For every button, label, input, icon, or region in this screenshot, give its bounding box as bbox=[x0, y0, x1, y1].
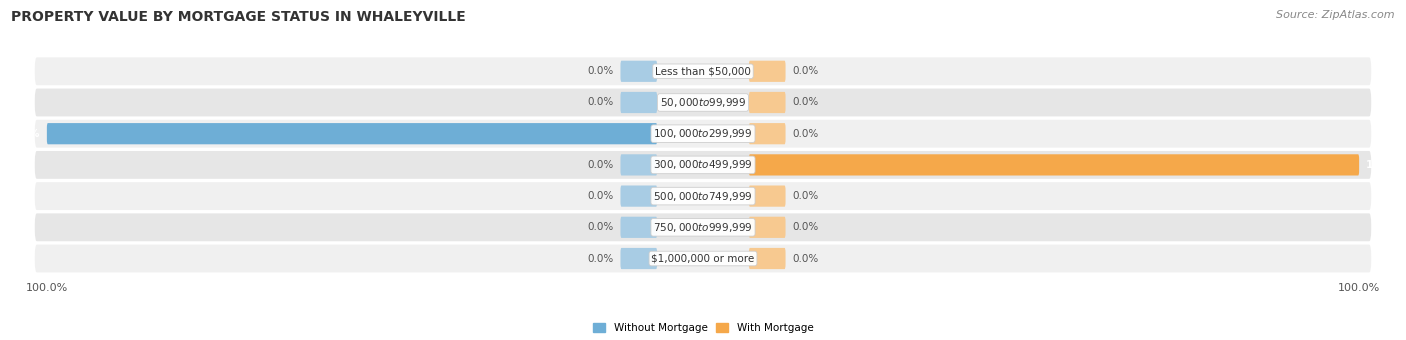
FancyBboxPatch shape bbox=[620, 217, 657, 238]
Text: $100,000 to $299,999: $100,000 to $299,999 bbox=[654, 127, 752, 140]
FancyBboxPatch shape bbox=[34, 87, 1372, 117]
Legend: Without Mortgage, With Mortgage: Without Mortgage, With Mortgage bbox=[589, 319, 817, 337]
Text: 0.0%: 0.0% bbox=[792, 191, 818, 201]
Text: $1,000,000 or more: $1,000,000 or more bbox=[651, 254, 755, 264]
Text: 0.0%: 0.0% bbox=[792, 129, 818, 139]
Text: $50,000 to $99,999: $50,000 to $99,999 bbox=[659, 96, 747, 109]
FancyBboxPatch shape bbox=[620, 92, 657, 113]
FancyBboxPatch shape bbox=[34, 243, 1372, 273]
FancyBboxPatch shape bbox=[34, 56, 1372, 86]
Text: $300,000 to $499,999: $300,000 to $499,999 bbox=[654, 158, 752, 171]
Text: 0.0%: 0.0% bbox=[792, 254, 818, 264]
FancyBboxPatch shape bbox=[749, 61, 786, 82]
FancyBboxPatch shape bbox=[34, 119, 1372, 149]
FancyBboxPatch shape bbox=[34, 150, 1372, 180]
Text: Less than $50,000: Less than $50,000 bbox=[655, 66, 751, 76]
Text: 0.0%: 0.0% bbox=[588, 254, 614, 264]
FancyBboxPatch shape bbox=[46, 123, 657, 144]
FancyBboxPatch shape bbox=[34, 212, 1372, 242]
Text: 0.0%: 0.0% bbox=[588, 160, 614, 170]
Text: 0.0%: 0.0% bbox=[588, 98, 614, 107]
Text: 0.0%: 0.0% bbox=[792, 222, 818, 232]
Text: 0.0%: 0.0% bbox=[792, 98, 818, 107]
Text: 0.0%: 0.0% bbox=[588, 222, 614, 232]
FancyBboxPatch shape bbox=[34, 181, 1372, 211]
Text: Source: ZipAtlas.com: Source: ZipAtlas.com bbox=[1277, 10, 1395, 20]
FancyBboxPatch shape bbox=[749, 92, 786, 113]
FancyBboxPatch shape bbox=[620, 186, 657, 207]
FancyBboxPatch shape bbox=[620, 248, 657, 269]
Text: 100.0%: 100.0% bbox=[0, 129, 41, 139]
Text: PROPERTY VALUE BY MORTGAGE STATUS IN WHALEYVILLE: PROPERTY VALUE BY MORTGAGE STATUS IN WHA… bbox=[11, 10, 465, 24]
FancyBboxPatch shape bbox=[749, 186, 786, 207]
Text: 0.0%: 0.0% bbox=[588, 66, 614, 76]
Text: 100.0%: 100.0% bbox=[1365, 160, 1406, 170]
FancyBboxPatch shape bbox=[749, 123, 786, 144]
Text: 0.0%: 0.0% bbox=[588, 191, 614, 201]
Text: $750,000 to $999,999: $750,000 to $999,999 bbox=[654, 221, 752, 234]
FancyBboxPatch shape bbox=[749, 154, 1360, 175]
FancyBboxPatch shape bbox=[620, 154, 657, 175]
Text: $500,000 to $749,999: $500,000 to $749,999 bbox=[654, 190, 752, 203]
FancyBboxPatch shape bbox=[749, 248, 786, 269]
FancyBboxPatch shape bbox=[749, 217, 786, 238]
FancyBboxPatch shape bbox=[620, 61, 657, 82]
Text: 0.0%: 0.0% bbox=[792, 66, 818, 76]
